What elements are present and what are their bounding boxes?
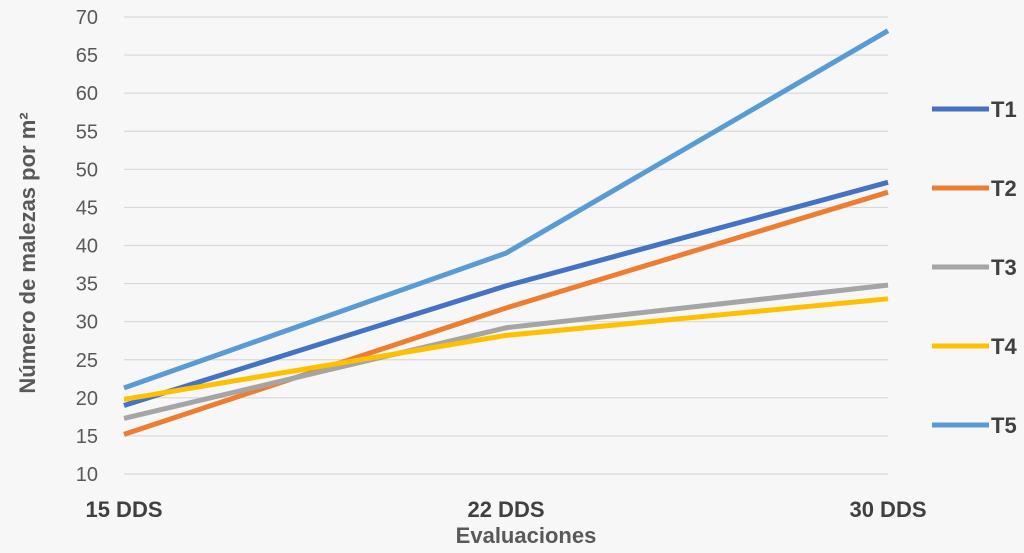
series-line-t4 (123, 296, 889, 402)
y-tick-label: 40 (76, 236, 98, 258)
y-tick-label: 20 (76, 388, 98, 410)
gridlines (124, 16, 888, 475)
x-tick-label: 22 DDS (467, 497, 544, 522)
y-tick-label: 70 (76, 7, 98, 29)
y-tick-label: 65 (76, 45, 98, 67)
y-tick-label: 50 (76, 159, 98, 181)
series-lines (123, 28, 890, 437)
legend-label-t3: T3 (991, 255, 1017, 280)
legend-label-t4: T4 (991, 334, 1017, 359)
legend-label-t1: T1 (991, 97, 1017, 122)
legend-label-t5: T5 (991, 413, 1017, 438)
y-tick-label: 45 (76, 197, 98, 219)
legend: T1 T2 T3 T4 T5 (932, 97, 1017, 438)
series-line-t2 (123, 189, 889, 437)
series-line-t1 (123, 179, 889, 408)
x-axis-title: Evaluaciones (456, 523, 597, 548)
y-axis-title: Número de malezas por m² (15, 112, 40, 393)
y-tick-label: 60 (76, 83, 98, 105)
series-line-t5 (123, 28, 890, 391)
y-tick-label: 25 (76, 350, 98, 372)
y-tick-label: 10 (76, 464, 98, 486)
y-axis-ticks: 10 15 20 25 30 35 40 45 50 55 60 65 70 (76, 7, 98, 486)
y-tick-label: 30 (76, 312, 98, 334)
y-tick-label: 35 (76, 274, 98, 296)
x-axis-ticks: 15 DDS 22 DDS 30 DDS (85, 497, 926, 522)
x-tick-label: 30 DDS (849, 497, 926, 522)
series-line-t3 (123, 282, 889, 421)
x-tick-label: 15 DDS (85, 497, 162, 522)
y-tick-label: 55 (76, 121, 98, 143)
y-tick-label: 15 (76, 426, 98, 448)
legend-label-t2: T2 (991, 176, 1017, 201)
